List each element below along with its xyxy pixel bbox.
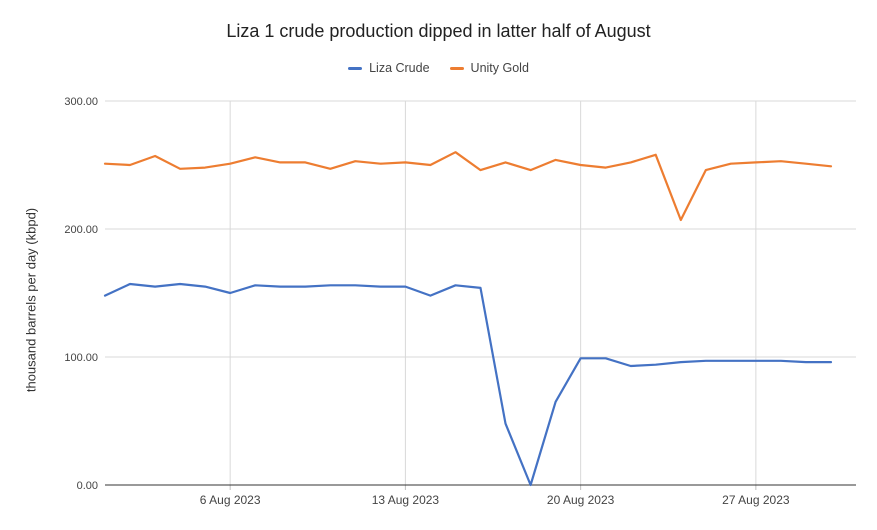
legend-item-unity-gold: Unity Gold (449, 61, 529, 75)
series-line-liza-crude (103, 282, 833, 487)
y-tick-label: 200.00 (64, 224, 98, 236)
y-tick-label: 100.00 (64, 352, 98, 364)
legend-item-liza-crude: Liza Crude (348, 61, 430, 75)
legend-label-liza-crude: Liza Crude (369, 61, 430, 75)
legend-swatch-liza-crude (348, 66, 363, 70)
series-line-unity-gold (103, 151, 833, 222)
legend-swatch-unity-gold (449, 66, 464, 70)
x-tick-label: 27 Aug 2023 (722, 493, 790, 507)
y-tick-label: 0.00 (77, 480, 98, 492)
chart-legend: Liza Crude Unity Gold (0, 61, 877, 75)
legend-label-unity-gold: Unity Gold (470, 61, 529, 75)
x-tick-label: 13 Aug 2023 (372, 493, 440, 507)
x-tick-label: 20 Aug 2023 (547, 493, 615, 507)
y-tick-label: 300.00 (64, 96, 98, 108)
x-tick-label: 6 Aug 2023 (200, 493, 261, 507)
chart-title: Liza 1 crude production dipped in latter… (226, 21, 651, 41)
